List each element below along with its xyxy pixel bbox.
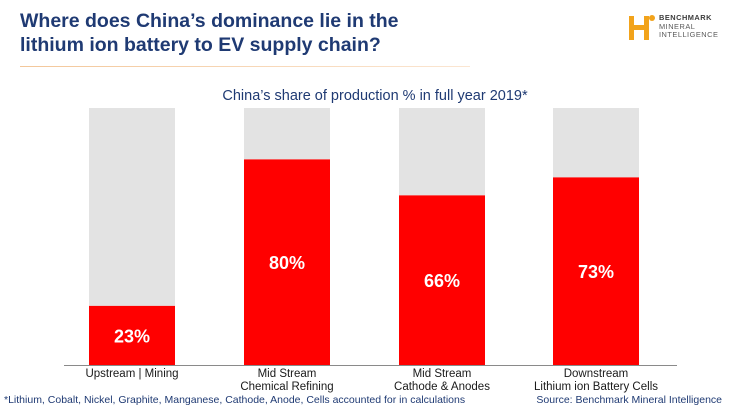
bar-value-label: 66% — [424, 271, 460, 291]
bar-remainder — [553, 108, 639, 178]
logo-wordmark: BENCHMARK MINERAL INTELLIGENCE — [659, 13, 719, 40]
bar-china-share — [399, 195, 485, 365]
category-label: Upstream | Mining — [85, 368, 178, 380]
category-label: Downstream — [564, 368, 629, 380]
category-label: Lithium ion Battery Cells — [534, 381, 658, 393]
bar-china-share — [244, 159, 330, 365]
benchmark-logo-icon — [629, 15, 655, 40]
page-title-line-1: Where does China’s dominance lie in the — [20, 10, 399, 32]
category-label: Mid Stream — [413, 368, 472, 380]
bar-remainder — [399, 108, 485, 196]
category-label: Cathode & Anodes — [394, 381, 490, 393]
logo-line-1: BENCHMARK — [659, 13, 712, 22]
logo-line-2: MINERAL — [659, 21, 696, 31]
footnote: *Lithium, Cobalt, Nickel, Graphite, Mang… — [4, 394, 466, 406]
logo-line-3: INTELLIGENCE — [659, 30, 719, 40]
chart-title: China’s share of production % in full ye… — [222, 88, 528, 104]
bar-value-label: 80% — [269, 253, 305, 273]
bar-remainder — [244, 108, 330, 160]
bar-remainder — [89, 108, 175, 306]
bar-value-label: 23% — [114, 326, 150, 346]
page-title: Where does China’s dominance lie in the … — [20, 9, 460, 57]
bar-china-share — [89, 305, 175, 365]
category-label: Chemical Refining — [240, 381, 333, 393]
page-title-line-2: lithium ion battery to EV supply chain? — [20, 34, 381, 56]
bar-value-label: 73% — [578, 262, 614, 282]
source-note: Source: Benchmark Mineral Intelligence — [536, 394, 722, 406]
brand-logo: BENCHMARK MINERAL INTELLIGENCE — [626, 13, 736, 49]
title-divider — [20, 66, 470, 67]
bar-china-share — [553, 177, 639, 365]
category-label: Mid Stream — [258, 368, 317, 380]
